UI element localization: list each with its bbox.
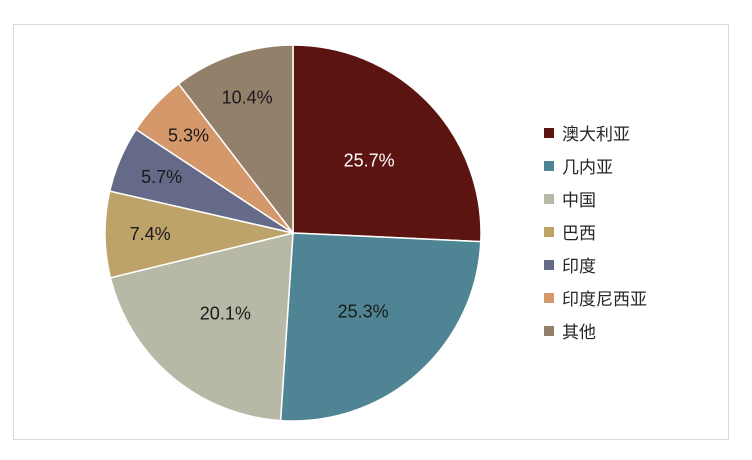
legend-label: 其他 <box>562 323 596 343</box>
data-label-6: 5.3% <box>168 126 209 146</box>
legend-label: 印度 <box>562 257 596 277</box>
legend-label: 几内亚 <box>562 158 613 178</box>
legend-item: 几内亚 <box>544 149 647 182</box>
legend-item: 印度尼西亚 <box>544 281 647 314</box>
legend-swatch <box>544 160 554 171</box>
pie-slice-7 <box>177 44 294 236</box>
legend-label: 澳大利亚 <box>562 125 630 145</box>
legend-swatch <box>544 292 554 303</box>
legend-label: 巴西 <box>562 224 596 244</box>
legend-swatch <box>544 259 554 270</box>
data-label-5: 5.7% <box>141 167 182 187</box>
legend-item: 中国 <box>544 182 647 215</box>
data-label-1: 25.7% <box>344 150 395 170</box>
data-label-7: 10.4% <box>222 88 273 108</box>
legend-item: 巴西 <box>544 215 647 248</box>
legend-item: 其他 <box>544 314 647 347</box>
data-label-2: 25.3% <box>338 301 389 321</box>
legend-swatch <box>544 193 554 204</box>
legend-item: 澳大利亚 <box>544 116 647 149</box>
legend-swatch <box>544 325 554 336</box>
legend-swatch <box>544 127 554 138</box>
data-label-3: 20.1% <box>200 304 251 324</box>
legend-label: 印度尼西亚 <box>562 290 647 310</box>
pie-slice-3 <box>109 232 294 422</box>
legend-item: 印度 <box>544 248 647 281</box>
data-label-4: 7.4% <box>130 224 171 244</box>
legend-swatch <box>544 226 554 237</box>
pie-slice-1 <box>292 44 482 243</box>
legend: 澳大利亚几内亚中国巴西印度印度尼西亚其他 <box>544 116 647 347</box>
legend-label: 中国 <box>562 191 596 211</box>
pie-slice-2 <box>279 232 482 422</box>
